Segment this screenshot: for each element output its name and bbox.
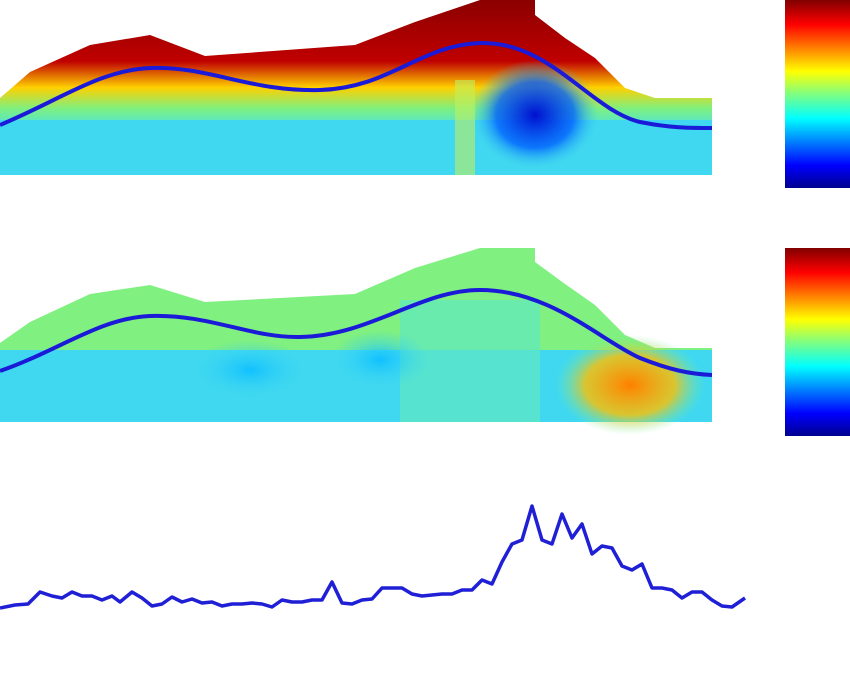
line-plot — [0, 504, 746, 610]
heatmap-top — [0, 0, 713, 175]
colorbar — [785, 248, 850, 436]
colorbar — [785, 0, 850, 188]
heatmap-middle — [0, 248, 713, 435]
line — [0, 504, 746, 610]
